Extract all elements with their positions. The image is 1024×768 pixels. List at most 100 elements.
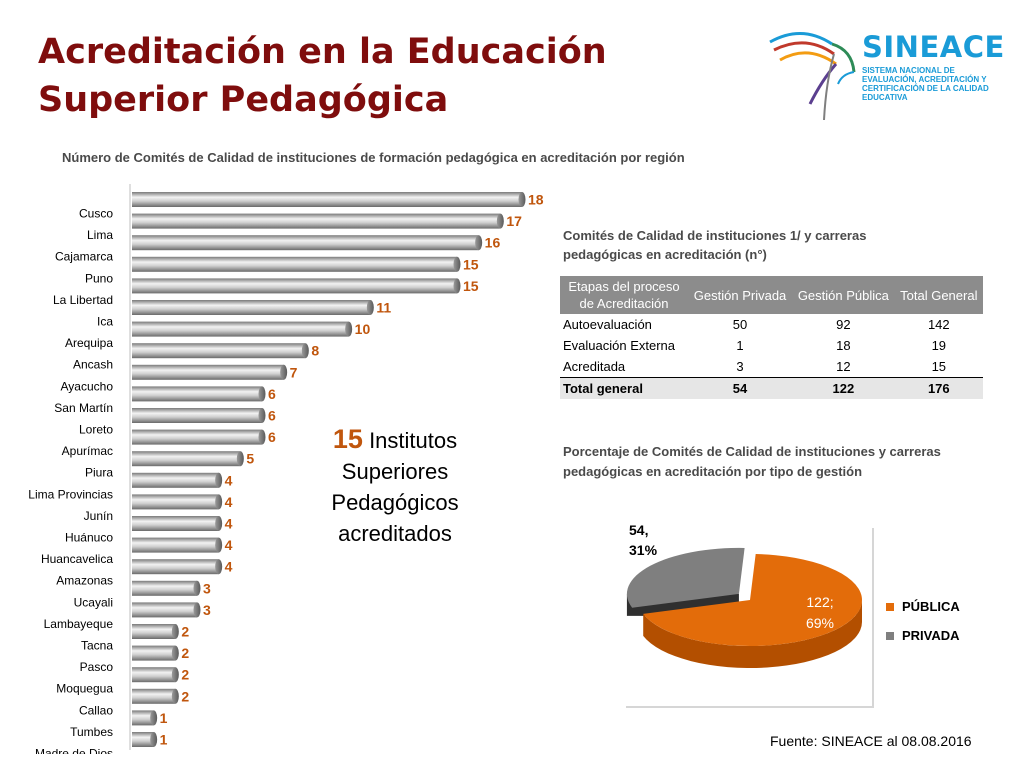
header-private: Gestión Privada: [688, 276, 793, 314]
pie-chart-frame: [626, 528, 874, 708]
bar-value-label: 3: [203, 602, 211, 618]
callout-number: 15: [332, 424, 363, 454]
pie-label-privada-text: 54, 31%: [629, 522, 658, 558]
bar-value-label: 4: [225, 516, 233, 532]
cell: 15: [931, 359, 947, 374]
bar: [132, 343, 306, 359]
bar-category-label: Huancavelica: [41, 552, 113, 566]
bar: [132, 494, 219, 510]
bar-value-label: 16: [485, 235, 501, 251]
table-row: Acreditada 3 12 15: [560, 356, 983, 378]
bar-value-label: 1: [160, 732, 168, 748]
bar-category-label: Puno: [85, 271, 113, 285]
cell: 19: [931, 338, 947, 353]
bar-category-label: La Libertad: [53, 293, 113, 307]
bar-value-label: 5: [246, 451, 254, 467]
bar-value-label: 4: [225, 472, 233, 488]
bar-cap: [236, 451, 244, 467]
bar: [132, 256, 457, 272]
bar-cap: [453, 256, 461, 272]
cell: Autoevaluación: [563, 317, 652, 332]
legend-item-publica: PÚBLICA: [886, 592, 960, 621]
bar-value-label: 6: [268, 386, 276, 402]
bar-value-label: 15: [463, 278, 479, 294]
bar-category-label: Piura: [85, 466, 113, 480]
cell: 12: [836, 359, 851, 374]
bar-value-label: 18: [528, 192, 544, 208]
bar: [132, 300, 371, 315]
bar-value-label: 6: [268, 408, 276, 424]
bar: [132, 537, 219, 553]
bar-value-label: 1: [160, 710, 168, 726]
table-header-row: Etapas del proceso de Acreditación Gesti…: [560, 276, 983, 314]
bar-cap: [258, 408, 266, 423]
bar-value-label: 2: [181, 624, 189, 640]
header-total: Total General: [894, 276, 983, 314]
pie-slice-privada: [626, 547, 745, 608]
bar-category-label: Moquegua: [56, 682, 113, 696]
bar: [132, 429, 262, 445]
bar: [132, 408, 262, 423]
bar-cap: [215, 494, 223, 510]
legend-item-privada: PRIVADA: [886, 621, 960, 650]
bar-category-label: Ancash: [73, 358, 113, 372]
bar-category-label: Pasco: [80, 660, 114, 674]
bar-cap: [366, 300, 374, 315]
bar: [132, 516, 219, 531]
bar-category-label: Ica: [97, 315, 113, 329]
bar-value-label: 8: [311, 343, 319, 359]
pie-legend: PÚBLICA PRIVADA: [886, 592, 960, 650]
bar-cap: [171, 645, 179, 661]
accreditation-table: Etapas del proceso de Acreditación Gesti…: [560, 276, 983, 399]
bar-category-label: Amazonas: [56, 574, 113, 588]
bar: [132, 688, 176, 704]
header-stage: Etapas del proceso de Acreditación: [560, 276, 688, 314]
bar-value-label: 4: [225, 494, 233, 510]
pie-chart-title: Porcentaje de Comités de Calidad de inst…: [563, 444, 941, 479]
header-public: Gestión Pública: [792, 276, 895, 314]
cell: 54: [688, 377, 793, 399]
bar: [132, 624, 176, 639]
bar-value-label: 4: [225, 559, 233, 575]
bar: [132, 472, 219, 488]
bar: [132, 364, 284, 380]
bar: [132, 451, 241, 467]
cell: Total general: [560, 377, 688, 399]
legend-label-publica: PÚBLICA: [902, 599, 960, 614]
bar-cap: [518, 192, 526, 207]
cell: Acreditada: [563, 359, 626, 374]
bar-category-label: Tumbes: [70, 725, 113, 739]
bar: [132, 645, 176, 661]
bar-cap: [280, 364, 288, 380]
bar-cap: [258, 429, 266, 445]
bar-value-label: 2: [181, 688, 189, 704]
bar-cap: [150, 732, 158, 747]
bar-category-label: Ucayali: [74, 595, 113, 609]
bar-category-label: Huánuco: [65, 531, 113, 545]
bar-cap: [215, 516, 223, 531]
logo-subtitle: SISTEMA NACIONAL DE EVALUACIÓN, ACREDITA…: [862, 66, 989, 102]
pie-label-publica-text: 122; 69%: [805, 594, 835, 631]
bar-value-label: 7: [290, 364, 298, 380]
bar-value-label: 2: [181, 645, 189, 661]
sineace-logo-mark-icon: [769, 32, 856, 121]
cell: 3: [736, 359, 744, 374]
bar-cap: [496, 213, 504, 229]
bar-value-label: 10: [355, 321, 371, 337]
table-row: Evaluación Externa 1 18 19: [560, 335, 983, 356]
bar-category-label: Junín: [84, 509, 113, 523]
bar: [132, 667, 176, 683]
pie-label-publica: 122; 69%: [794, 592, 846, 634]
bar-category-label: Arequipa: [65, 336, 113, 350]
callout: 15 Institutos Superiores Pedagógicos acr…: [300, 424, 490, 549]
cell: Evaluación Externa: [563, 338, 676, 353]
bar-category-label: Loreto: [79, 423, 113, 437]
bar-cap: [215, 472, 223, 488]
cell: 122: [792, 377, 895, 399]
bar-category-label: Tacna: [81, 639, 113, 653]
cell: 18: [836, 338, 851, 353]
bar-chart-title: Número de Comités de Calidad de instituc…: [62, 150, 685, 165]
bar-category-label: San Martín: [54, 401, 113, 415]
bar-cap: [475, 235, 483, 251]
pie-slice-publica: [643, 554, 862, 646]
